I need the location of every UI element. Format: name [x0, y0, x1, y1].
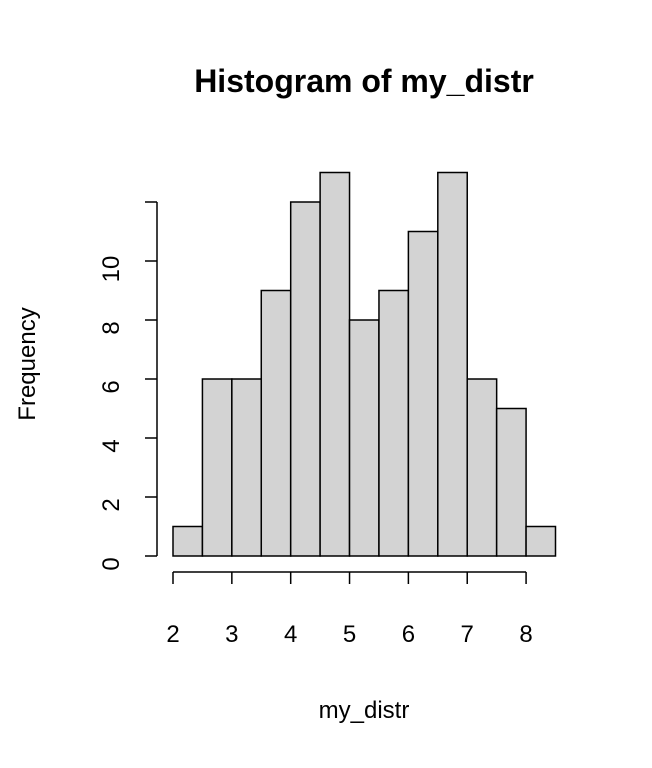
x-tick-label: 3: [225, 621, 238, 648]
x-tick-label: 2: [166, 621, 179, 648]
bar: [437, 171, 468, 557]
y-tick-label: 10: [98, 256, 125, 283]
bar: [525, 525, 557, 557]
x-tick-label: 8: [519, 621, 532, 648]
bar: [319, 171, 351, 557]
y-tick-label: 4: [98, 439, 125, 452]
bar: [378, 289, 410, 557]
y-tick-label: 6: [98, 380, 125, 393]
chart-title: Histogram of my_distr: [194, 63, 534, 99]
bar: [260, 289, 292, 557]
y-axis-label: Frequency: [14, 307, 41, 420]
bar: [466, 378, 498, 557]
x-tick-label: 6: [402, 621, 415, 648]
x-axis-label: my_distr: [319, 697, 410, 724]
bar: [201, 378, 233, 557]
x-tick-label: 5: [343, 621, 356, 648]
y-tick-label: 0: [98, 557, 125, 570]
bar: [172, 525, 204, 557]
bar: [495, 407, 527, 557]
y-tick-label: 2: [98, 498, 125, 511]
bar: [348, 319, 380, 557]
bar: [289, 201, 321, 557]
x-tick-label: 7: [461, 621, 474, 648]
y-tick-label: 8: [98, 321, 125, 334]
bar: [407, 230, 439, 557]
x-tick-label: 4: [284, 621, 297, 648]
bar: [231, 378, 263, 557]
